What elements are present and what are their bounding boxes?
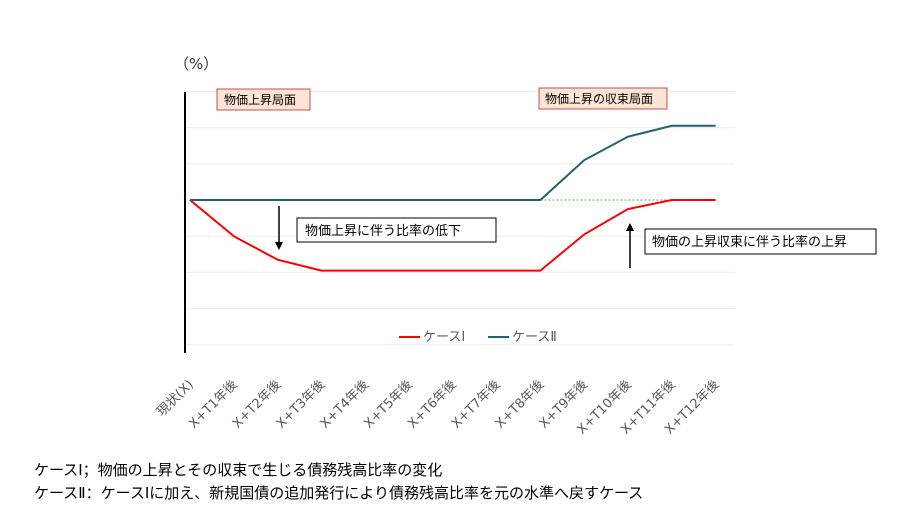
legend-label-case-2: ケースⅡ [512, 330, 557, 345]
callout-box-fall [296, 217, 497, 243]
callout-box-rise [644, 228, 877, 255]
legend-label-case-1: ケースⅠ [423, 330, 465, 345]
arrow-down-head [275, 242, 283, 250]
arrow-up-head [626, 223, 634, 231]
y-axis-label: （%） [174, 55, 218, 73]
series-line-case-2 [190, 124, 716, 201]
callout-text-fall: 物価上昇に伴う比率の低下 [305, 223, 461, 239]
caption-case-1: ケースⅠ；物価の上昇とその収束で生じる債務残高比率の変化 [34, 461, 443, 479]
phase-box-converge [538, 87, 668, 110]
phase-label-rise: 物価上昇局面 [224, 93, 296, 107]
phase-label-converge: 物価上昇の収束局面 [545, 92, 653, 106]
caption-case-2: ケースⅡ：ケースⅠに加え、新規国債の追加発行により債務残高比率を元の水準へ戻すケ… [34, 484, 644, 502]
callout-text-rise: 物価の上昇収束に伴う比率の上昇 [652, 234, 847, 250]
line-chart: （%） 物価上昇局面 物価上昇の収束局面 物価上昇に伴う比率の低下 物価の上昇収… [154, 55, 877, 438]
series-line-case-1 [189, 199, 716, 272]
phase-box-rise [216, 88, 311, 111]
x-tick-label: 現状(X) [154, 377, 196, 419]
x-tick-labels: 現状(X)X+T1年後X+T2年後X+T3年後X+T4年後X+T5年後X+T6年… [154, 377, 722, 437]
